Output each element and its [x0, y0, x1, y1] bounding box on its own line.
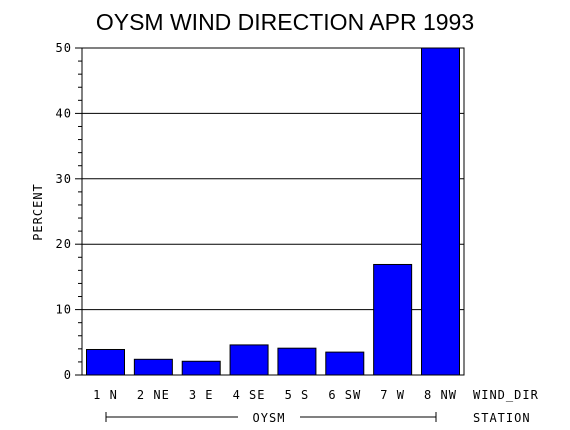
bar: [421, 47, 460, 376]
group-label: OYSM: [253, 411, 286, 425]
y-tick-label: 20: [56, 237, 72, 251]
bar: [229, 344, 269, 376]
bar: [373, 263, 413, 376]
x-tick-label: 7 W: [380, 388, 405, 402]
x-tick-label: 3 E: [189, 388, 214, 402]
bar: [181, 360, 221, 376]
chart-title: OYSM WIND DIRECTION APR 1993: [96, 9, 474, 35]
x-tick-labels: 1 N 2 NE 3 E 4 SE 5 S 6 SW 7 W 8 NW: [93, 388, 457, 402]
bar: [133, 358, 173, 376]
x-tick-label: 1 N: [93, 388, 118, 402]
x-tick-label: 4 SE: [233, 388, 266, 402]
group-axis-label: STATION: [473, 411, 531, 425]
y-tick-label: 40: [56, 106, 72, 120]
y-tick-label: 50: [56, 41, 72, 55]
plot-frame: [81, 47, 465, 376]
bars: [86, 47, 460, 376]
bar: [325, 351, 365, 376]
x-tick-label: 2 NE: [137, 388, 170, 402]
x-tick-label: 5 S: [285, 388, 310, 402]
x-axis-label: WIND_DIR: [473, 388, 539, 402]
y-tick-label: 10: [56, 303, 72, 317]
y-axis: 0 10 20 30 40 50: [56, 41, 82, 382]
bar: [277, 347, 317, 376]
y-axis-label: PERCENT: [31, 183, 45, 241]
y-tick-label: 30: [56, 172, 72, 186]
bar: [86, 348, 125, 376]
x-tick-label: 8 NW: [424, 388, 457, 402]
x-tick-label: 6 SW: [328, 388, 361, 402]
y-tick-label: 0: [64, 368, 72, 382]
